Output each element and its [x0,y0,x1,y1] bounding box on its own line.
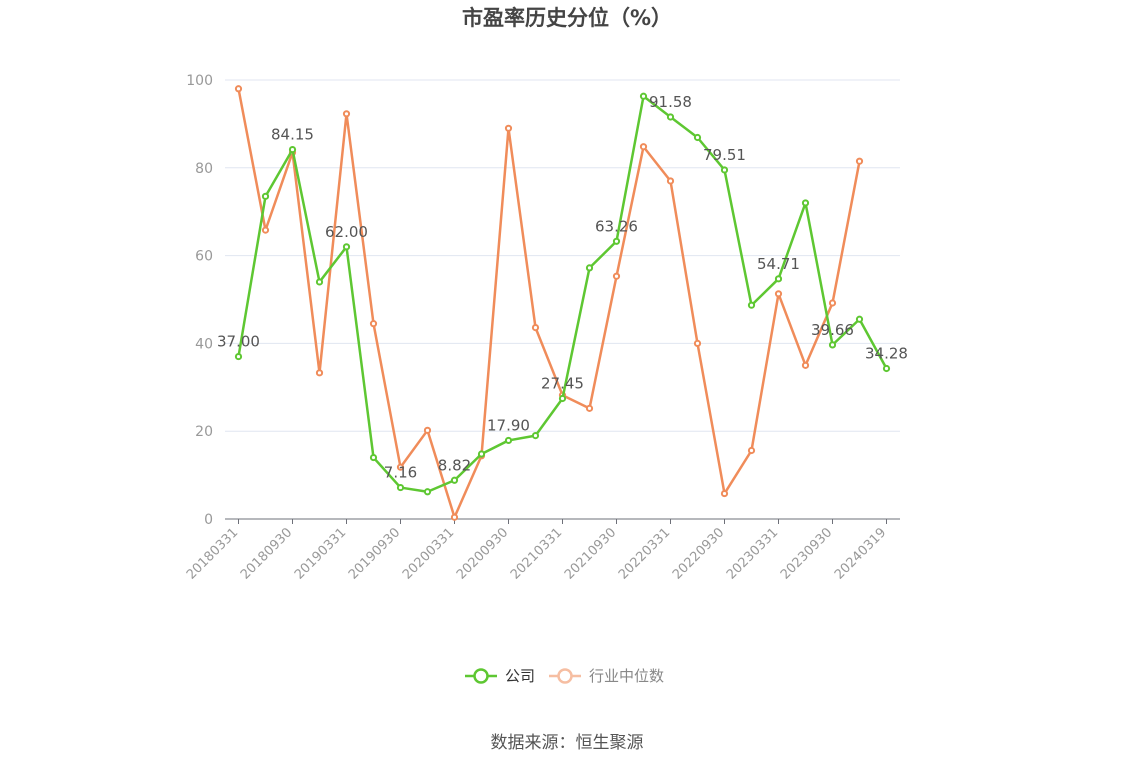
data-point[interactable] [234,352,243,361]
data-point[interactable] [801,199,810,207]
data-point[interactable] [720,166,729,174]
data-point[interactable] [342,110,351,118]
x-tick-label: 20220930 [670,525,727,582]
series-company [234,92,891,496]
data-point[interactable] [450,476,459,484]
data-point[interactable] [585,264,594,272]
y-tick-label: 80 [195,161,213,177]
x-tick-label: 20180331 [184,525,241,582]
data-label: 17.90 [487,416,530,434]
data-point[interactable] [342,243,351,251]
x-tick-label: 20230930 [778,525,835,582]
x-tick-label: 20220331 [616,525,673,582]
data-label: 84.15 [271,126,314,144]
legend-marker [473,668,489,684]
x-axis: 2018033120180930201903312019093020200331… [184,518,900,583]
data-point[interactable] [747,301,756,309]
data-point[interactable] [747,446,756,455]
data-labels: 37.00 84.15 62.00 7.16 8.82 17.90 27.45 63.26 91… [217,93,908,482]
data-point[interactable] [639,143,648,151]
data-point[interactable] [774,290,783,298]
legend-marker [557,668,573,684]
data-point[interactable] [504,124,513,132]
data-label: 7.16 [384,464,417,482]
y-tick-label: 40 [195,336,213,352]
series-line [237,88,861,519]
data-label: 27.45 [541,374,584,392]
data-point[interactable] [396,463,405,471]
data-point[interactable] [720,489,729,498]
data-point[interactable] [261,226,270,234]
chart-title: 市盈率历史分位（%） [462,6,672,30]
x-tick-label: 20200930 [454,525,511,582]
data-point[interactable] [261,192,270,200]
data-point[interactable] [450,513,459,521]
data-point[interactable] [396,483,405,492]
data-point[interactable] [531,323,540,332]
legend-label: 公司 [505,667,535,685]
data-point[interactable] [666,177,675,185]
x-tick-label: 20210930 [562,525,619,582]
data-point[interactable] [423,488,432,496]
series-industry-median [234,85,864,521]
data-point[interactable] [288,145,297,154]
data-point[interactable] [774,275,783,283]
data-point[interactable] [855,157,864,165]
data-label: 34.28 [865,345,908,363]
data-point[interactable] [315,369,324,377]
data-point[interactable] [315,278,324,286]
grid-lines [225,79,900,432]
data-point[interactable] [612,237,621,245]
legend-item-company[interactable]: 公司 [465,667,535,685]
x-tick-label: 20180930 [238,525,295,582]
x-tick-label: 20210331 [508,525,565,582]
legend-label: 行业中位数 [589,667,664,685]
data-label: 8.82 [438,456,471,474]
series-line [237,94,888,494]
data-label: 91.58 [649,93,692,111]
data-point[interactable] [828,341,837,349]
data-label: 62.00 [325,223,368,241]
data-point[interactable] [234,85,243,93]
data-point[interactable] [423,426,432,434]
data-label: 79.51 [703,146,746,164]
series-layer [234,85,891,521]
data-point[interactable] [558,394,567,403]
legend-item-industry-median[interactable]: 行业中位数 [549,667,664,685]
x-tick-label: 20200331 [400,525,457,582]
y-tick-label: 20 [195,424,213,440]
data-label: 63.26 [595,217,638,235]
data-point[interactable] [693,339,702,347]
data-point[interactable] [585,404,594,412]
data-point[interactable] [369,453,378,462]
x-tick-label: 20190331 [292,525,349,582]
y-tick-label: 0 [204,512,213,528]
data-point[interactable] [639,92,648,100]
data-point[interactable] [882,364,891,373]
data-point[interactable] [477,450,486,458]
data-label: 37.00 [217,333,260,351]
data-source-note: 数据来源：恒生聚源 [491,733,644,753]
data-point[interactable] [801,361,810,369]
x-tick-label: 20240319 [832,525,889,582]
x-tick-label: 20190930 [346,525,403,582]
data-point[interactable] [828,299,837,307]
data-label: 54.71 [757,255,800,273]
x-tick-label: 20230331 [724,525,781,582]
data-point[interactable] [666,113,675,121]
data-point[interactable] [612,272,621,280]
data-point[interactable] [369,320,378,328]
y-axis: 0 20 40 60 80 100 [186,73,213,528]
data-point[interactable] [531,431,540,440]
data-point[interactable] [855,315,864,323]
legend[interactable]: 公司 行业中位数 [465,667,664,685]
y-tick-label: 60 [195,249,213,265]
y-tick-label: 100 [186,73,213,89]
data-label: 39.66 [811,321,854,339]
data-point[interactable] [693,133,702,142]
data-point[interactable] [504,436,513,445]
